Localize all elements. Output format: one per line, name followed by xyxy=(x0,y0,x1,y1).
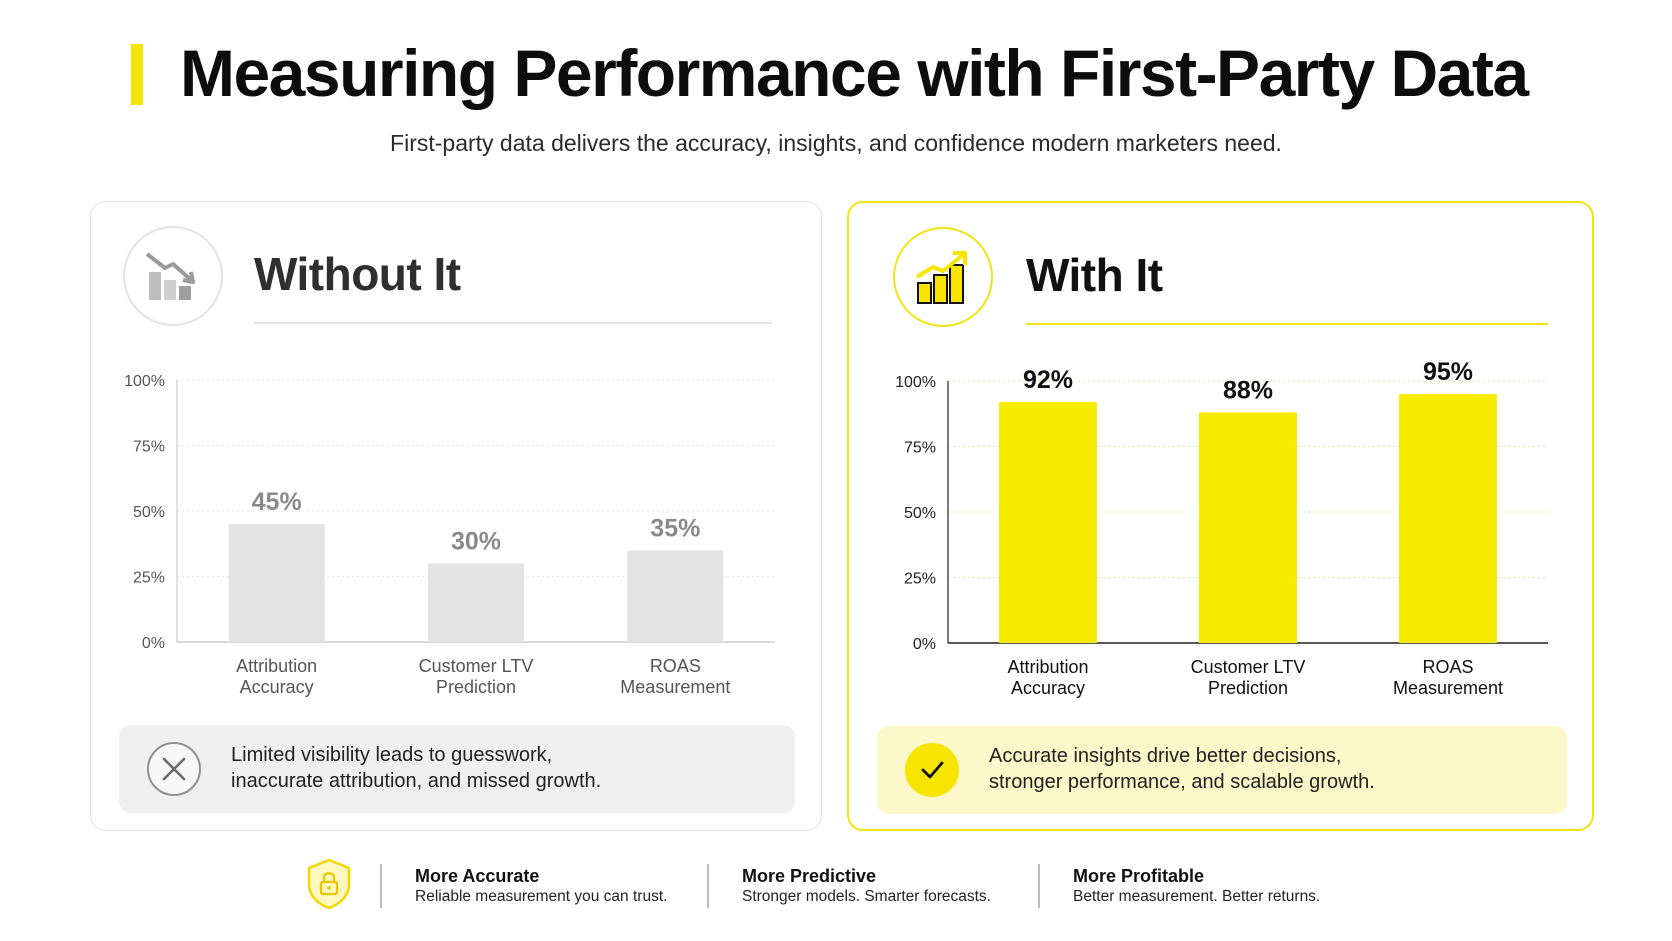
footer-item-title: More Profitable xyxy=(1073,866,1205,886)
y-tick-label: 25% xyxy=(133,570,165,587)
with-note-line-1: Accurate insights drive better decisions… xyxy=(989,745,1342,767)
footer-item-subtitle: Reliable measurement you can trust. xyxy=(415,888,668,905)
y-tick-label: 100% xyxy=(124,373,165,390)
y-tick-label: 50% xyxy=(904,505,936,522)
bar-value-label: 30% xyxy=(451,527,501,555)
category-label: Prediction xyxy=(436,677,516,697)
category-label: ROAS xyxy=(650,656,701,676)
without-heading-divider xyxy=(254,322,772,324)
footer-item-subtitle: Stronger models. Smarter forecasts. xyxy=(742,888,991,905)
footer-item-predictive: More Predictive Stronger models. Smarter… xyxy=(742,865,991,907)
footer-separator xyxy=(380,864,382,908)
with-heading: With It xyxy=(1026,249,1163,301)
footer-benefits: More Accurate Reliable measurement you c… xyxy=(0,858,1672,918)
with-heading-divider xyxy=(1026,323,1548,325)
y-tick-label: 75% xyxy=(133,439,165,456)
bar xyxy=(228,524,325,642)
y-tick-label: 25% xyxy=(904,571,936,588)
with-note-text: Accurate insights drive better decisions… xyxy=(989,743,1549,795)
bar-value-label: 88% xyxy=(1223,376,1273,404)
declining-bar-chart-icon xyxy=(123,226,223,326)
bar xyxy=(627,550,724,642)
category-label: Attribution xyxy=(1007,657,1088,677)
y-tick-label: 100% xyxy=(895,374,936,391)
category-label: Accuracy xyxy=(1011,678,1085,698)
with-note-box: Accurate insights drive better decisions… xyxy=(877,726,1567,814)
page-title: Measuring Performance with First-Party D… xyxy=(180,36,1529,110)
bar-value-label: 92% xyxy=(1023,366,1073,394)
without-panel: Without It 0% 25% 50% 75% 100% 45% Attribution… xyxy=(90,201,822,831)
bar xyxy=(1399,394,1497,643)
footer-item-accurate: More Accurate Reliable measurement you c… xyxy=(415,865,667,907)
category-label: Prediction xyxy=(1208,678,1288,698)
y-tick-label: 0% xyxy=(913,636,936,653)
footer-separator xyxy=(1038,864,1040,908)
with-panel: With It 0% 25% 50% 75% 100% 92% Attribution Acc… xyxy=(847,201,1594,831)
footer-item-profitable: More Profitable Better measurement. Bett… xyxy=(1073,865,1320,907)
y-tick-label: 50% xyxy=(133,504,165,521)
footer-item-title: More Accurate xyxy=(415,866,540,886)
without-note-text: Limited visibility leads to guesswork, i… xyxy=(231,742,791,794)
title-accent-bar xyxy=(131,44,143,105)
category-label: Customer LTV xyxy=(1191,657,1306,677)
without-heading: Without It xyxy=(254,248,461,300)
without-note-line-2: inaccurate attribution, and missed growt… xyxy=(231,770,602,792)
shield-lock-icon xyxy=(307,858,351,910)
category-label: Accuracy xyxy=(240,677,314,697)
category-label: Measurement xyxy=(1393,678,1503,698)
category-label: Customer LTV xyxy=(419,656,534,676)
checkmark-icon xyxy=(905,743,959,797)
footer-item-subtitle: Better measurement. Better returns. xyxy=(1073,888,1321,905)
rising-bar-chart-icon xyxy=(893,227,993,327)
close-icon xyxy=(147,742,201,796)
category-label: Measurement xyxy=(620,677,730,697)
footer-separator xyxy=(707,864,709,908)
page-subtitle: First-party data delivers the accuracy, … xyxy=(390,130,1282,156)
without-note-line-1: Limited visibility leads to guesswork, xyxy=(231,744,553,766)
footer-item-title: More Predictive xyxy=(742,866,877,886)
with-note-line-2: stronger performance, and scalable growt… xyxy=(989,771,1375,793)
bar-value-label: 45% xyxy=(252,488,302,516)
category-label: ROAS xyxy=(1422,657,1473,677)
bar-value-label: 95% xyxy=(1423,358,1473,386)
without-note-box: Limited visibility leads to guesswork, i… xyxy=(119,725,795,813)
bar xyxy=(999,401,1097,643)
bar xyxy=(428,563,524,642)
bar xyxy=(1199,412,1297,643)
y-tick-label: 75% xyxy=(904,440,936,457)
y-tick-label: 0% xyxy=(142,635,165,652)
category-label: Attribution xyxy=(236,656,317,676)
bar-value-label: 35% xyxy=(650,514,700,542)
